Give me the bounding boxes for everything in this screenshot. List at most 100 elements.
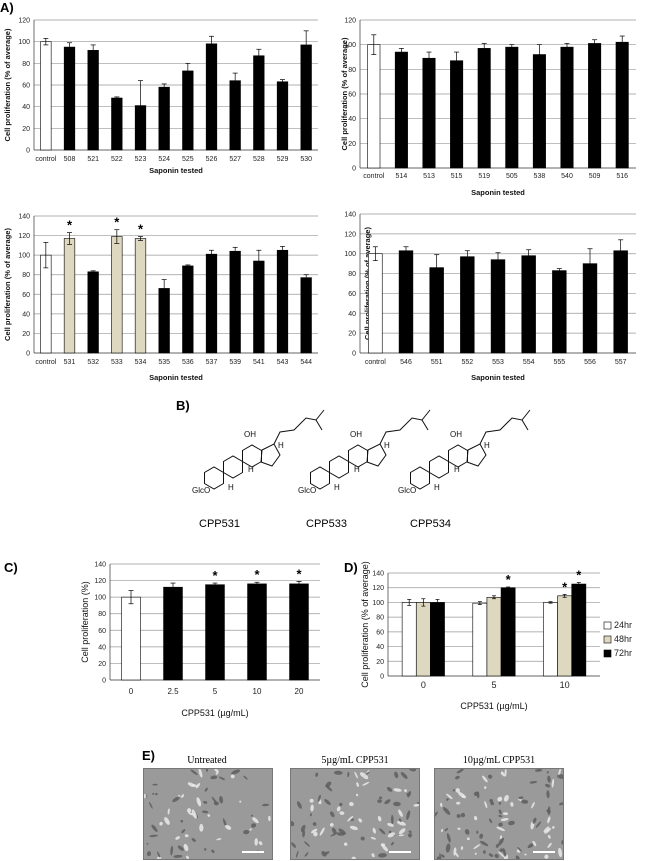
cell	[291, 821, 295, 827]
cell	[517, 846, 522, 852]
cell	[309, 798, 314, 803]
cell	[258, 841, 263, 846]
legend-swatch	[603, 635, 612, 644]
cell	[164, 817, 170, 825]
cell	[355, 793, 359, 797]
cell	[203, 800, 208, 804]
x-tick-label: 540	[561, 173, 573, 180]
x-tick-label: 534	[135, 359, 147, 366]
x-tick-label: control	[35, 156, 56, 163]
cell	[494, 853, 499, 859]
cell	[146, 842, 149, 845]
x-tick-label: 528	[253, 156, 265, 163]
micrograph-untreated	[143, 768, 273, 860]
cell	[495, 843, 499, 848]
y-tick-label: 60	[98, 628, 106, 635]
cell	[474, 852, 477, 855]
cell	[313, 831, 318, 837]
cell	[201, 810, 209, 814]
significance-star: *	[254, 567, 260, 582]
x-tick-label: 544	[300, 359, 312, 366]
side-chain	[479, 409, 531, 445]
x-tick-label: 20	[295, 687, 304, 696]
x-tick-label: 531	[64, 359, 76, 366]
cell	[460, 846, 464, 850]
y-tick-label: 60	[376, 629, 384, 636]
structure-cpp531: GlcO OH H H H	[192, 409, 325, 495]
cell	[479, 833, 484, 839]
h-label: H	[384, 441, 390, 450]
y-tick-label: 40	[376, 644, 384, 651]
cell	[441, 828, 443, 833]
x-tick-label: control	[35, 359, 56, 366]
cell	[331, 827, 337, 835]
cell	[455, 852, 459, 858]
cell	[535, 821, 542, 828]
y-tick-label: 80	[22, 272, 30, 279]
cell	[218, 776, 226, 781]
cell	[377, 815, 382, 822]
cell	[398, 809, 403, 817]
cell	[186, 808, 192, 813]
ring-b	[223, 455, 243, 479]
x-tick-label: 2.5	[167, 687, 179, 696]
y-tick-label: 140	[18, 214, 30, 221]
cell	[312, 822, 317, 826]
cell	[476, 830, 479, 834]
cell	[445, 843, 451, 853]
x-tick-label: 526	[206, 156, 218, 163]
y-tick-label: 140	[344, 212, 356, 219]
cell	[552, 826, 555, 829]
y-tick-label: 0	[352, 166, 356, 173]
cell	[268, 815, 271, 822]
cell	[551, 778, 555, 788]
cell	[360, 836, 365, 841]
cell	[349, 802, 354, 807]
y-tick-label: 100	[372, 600, 384, 607]
h-label: H	[434, 483, 440, 492]
x-tick-label: 10	[253, 687, 262, 696]
micrograph-title-untreated: Untreated	[187, 755, 227, 766]
cell	[317, 794, 321, 803]
cell	[187, 782, 195, 788]
cell	[547, 816, 551, 824]
cell	[388, 830, 392, 834]
y-tick-label: 40	[98, 644, 106, 651]
cell	[330, 832, 338, 837]
cell	[310, 804, 314, 812]
cell	[386, 787, 393, 792]
cell	[180, 819, 184, 823]
cell	[372, 827, 376, 834]
x-tick-label: 523	[135, 156, 147, 163]
y-tick-label: 40	[22, 311, 30, 318]
cell	[251, 823, 257, 828]
x-tick-label: 529	[277, 156, 289, 163]
cell	[503, 854, 509, 859]
y-axis-label: Cell proliferation (% of average)	[340, 37, 349, 150]
x-tick-label: control	[365, 359, 386, 366]
y-tick-label: 80	[98, 611, 106, 618]
cell	[455, 788, 461, 793]
glco-label: GlcO	[192, 486, 210, 495]
cell	[152, 792, 155, 795]
cell	[186, 855, 189, 859]
x-tick-label: 10	[560, 680, 570, 690]
y-tick-label: 120	[344, 18, 356, 25]
cell	[453, 847, 457, 856]
cell	[457, 827, 461, 830]
cell	[354, 771, 359, 779]
cell	[400, 772, 408, 779]
cell	[379, 828, 386, 835]
cell	[302, 829, 306, 838]
cell	[524, 853, 527, 856]
x-tick-label: 539	[229, 359, 241, 366]
x-tick-label: 535	[158, 359, 170, 366]
panel-label-d: D)	[344, 560, 358, 575]
x-tick-label: 546	[400, 359, 412, 366]
cell	[467, 837, 470, 841]
chart-a1: 0 20 40 60 80 100 120 Cell proliferation (% of …	[3, 18, 318, 175]
y-tick-label: 40	[348, 116, 356, 123]
h-label: H	[248, 465, 254, 474]
y-tick-label: 20	[348, 331, 356, 338]
cell	[558, 847, 563, 858]
